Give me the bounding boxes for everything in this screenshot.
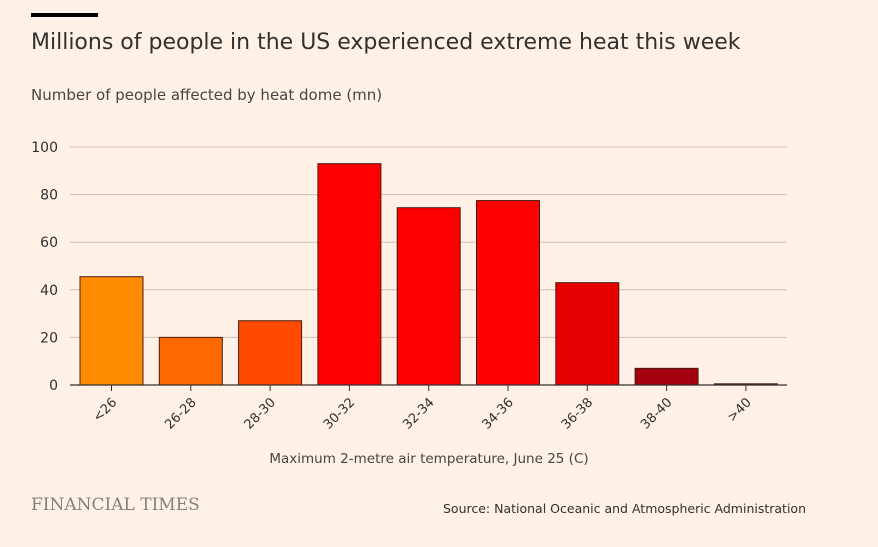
bar-0 [79,276,144,386]
y-tick-label: 100 [31,140,58,156]
chart-title: Millions of people in the US experienced… [31,30,741,55]
x-tick-label: <26 [90,395,120,425]
ft-logo: FINANCIAL TIMES [31,495,200,515]
x-tick-label: >40 [725,395,755,425]
y-tick-label: 20 [40,330,58,346]
y-tick-label: 40 [40,283,58,299]
x-tick-label: 26-28 [162,395,199,432]
x-tick-label: 34-36 [480,395,517,432]
bar-4 [396,207,461,386]
bar-5 [476,200,540,386]
bar-1 [158,336,223,386]
x-tick-label: 38-40 [638,395,675,432]
source-note: Source: National Oceanic and Atmospheric… [442,501,806,516]
bar-3 [317,163,382,386]
y-tick-label: 80 [40,188,58,204]
bar-6 [555,282,620,386]
chart-subtitle: Number of people affected by heat dome (… [31,86,383,104]
top-rule [31,13,98,17]
bar-2 [238,320,303,386]
y-tick-label: 60 [40,235,58,251]
y-tick-label: 0 [49,378,58,394]
x-tick-label: 28-30 [242,395,279,432]
x-axis-label: Maximum 2-metre air temperature, June 25… [269,451,588,467]
bar-7 [634,367,699,386]
x-tick-label: 30-32 [321,395,358,432]
x-tick-label: 36-38 [559,395,596,432]
x-tick-label: 32-34 [400,395,437,432]
